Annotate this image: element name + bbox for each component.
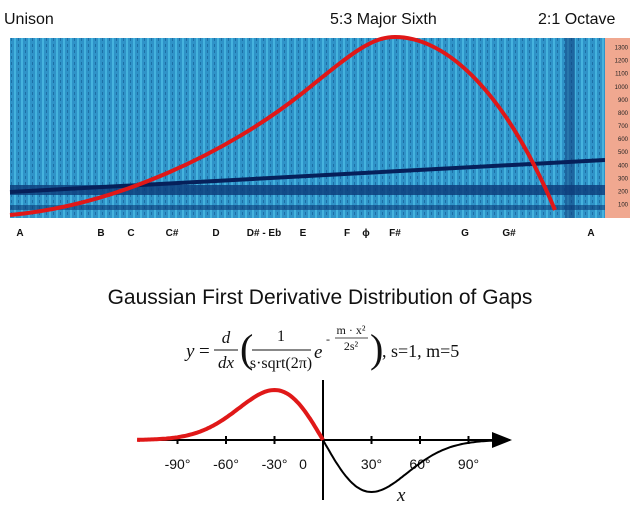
x-tick-label: -30° <box>262 456 288 472</box>
note-label: E <box>300 228 307 239</box>
note-label: F <box>344 228 350 239</box>
x-tick-label: 30° <box>361 456 382 472</box>
formula-text: m · x² <box>337 323 366 337</box>
x-tick-label: -60° <box>213 456 239 472</box>
scale-label: 200 <box>618 189 629 195</box>
scale-label: 700 <box>618 124 629 130</box>
scale-label: 900 <box>618 98 629 104</box>
scale-label: 400 <box>618 163 629 169</box>
note-label: F# <box>389 228 401 239</box>
note-label: D <box>212 228 219 239</box>
scale-label: 1000 <box>615 85 629 91</box>
note-label: A <box>16 228 23 239</box>
scale-label: 800 <box>618 111 629 117</box>
spectrogram <box>9 34 630 218</box>
note-label: ϕ <box>362 228 370 239</box>
x-tick-label: 0 <box>299 456 307 472</box>
curve-negative <box>136 387 325 442</box>
label: 2:1 Octave <box>538 11 615 28</box>
scale-label: 1200 <box>615 59 629 65</box>
note-label: C <box>127 228 134 239</box>
scale-label: 1300 <box>615 46 629 52</box>
formula-text: , s=1, m=5 <box>382 341 459 361</box>
x-tick-label: -90° <box>165 456 191 472</box>
note-label: G <box>461 228 469 239</box>
title: Gaussian First Derivative Distribution o… <box>108 286 533 309</box>
label: Unison <box>4 11 54 28</box>
formula-text: e <box>314 342 322 363</box>
formula-text: 2s² <box>344 339 359 353</box>
formula-text: d <box>222 328 231 347</box>
formula-text: y <box>184 341 195 362</box>
scale-label: 300 <box>618 176 629 182</box>
scale-label: 500 <box>618 150 629 156</box>
note-label: A <box>587 228 594 239</box>
formula-text: = <box>199 341 210 362</box>
scale-label: 1100 <box>615 72 629 78</box>
formula-text: - <box>326 332 330 346</box>
scale-label: 100 <box>618 203 629 209</box>
note-label: B <box>97 228 104 239</box>
note-label: D# - Eb <box>247 228 281 239</box>
formula: y = d dx ( 1 s·sqrt(2π) e - m · x² 2s² )… <box>184 323 459 372</box>
note-label: C# <box>166 228 179 239</box>
svg-text:): ) <box>370 326 383 371</box>
note-label: G# <box>502 228 516 239</box>
svg-text:(: ( <box>240 326 253 371</box>
formula-text: s·sqrt(2π) <box>250 355 312 372</box>
x-tick-label: 90° <box>458 456 479 472</box>
curve-positive <box>322 439 501 494</box>
formula-text: 1 <box>277 328 285 345</box>
formula-text: dx <box>218 353 235 372</box>
axis-label: x <box>396 485 406 506</box>
label: 5:3 Major Sixth <box>330 11 437 28</box>
scale-label: 600 <box>618 137 629 143</box>
